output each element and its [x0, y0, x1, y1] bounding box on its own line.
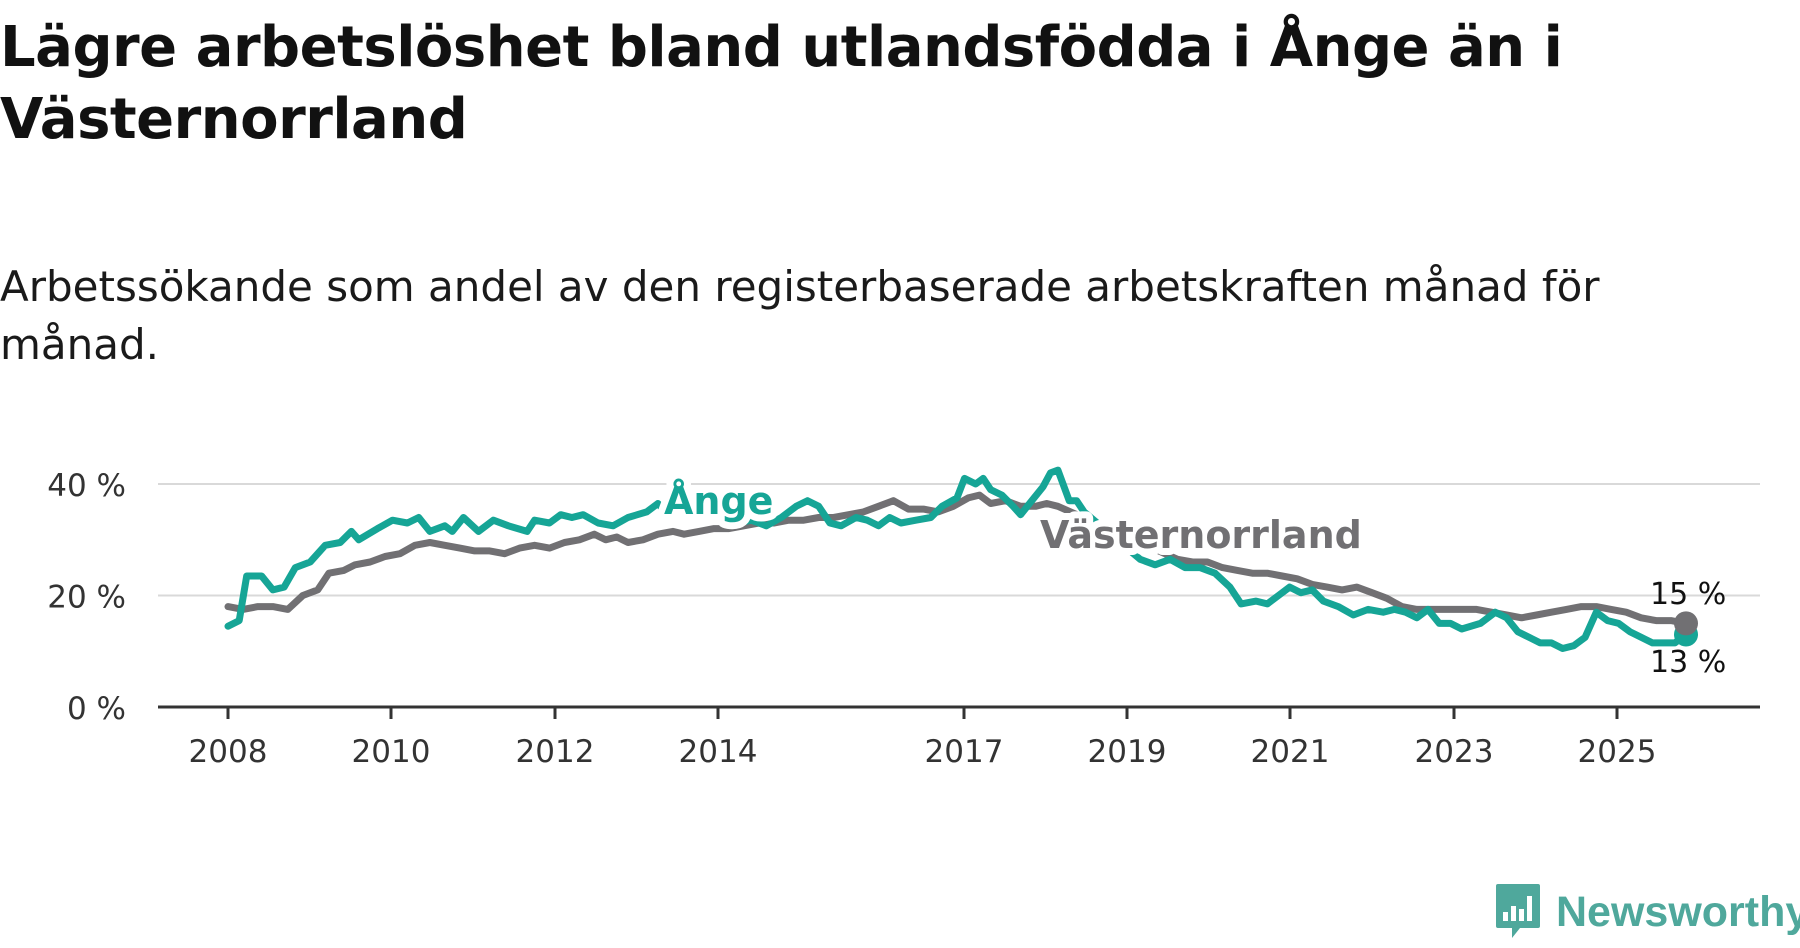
- chart-title: Lägre arbetslöshet bland utlandsfödda i …: [0, 15, 1563, 152]
- x-tick-label: 2012: [516, 734, 595, 770]
- axes: [158, 705, 1760, 719]
- x-tick-label: 2023: [1415, 734, 1494, 770]
- series-lines: [224, 466, 1698, 652]
- brand-name: Newsworthy: [1556, 887, 1800, 936]
- series-label-vasternorrland: Västernorrland: [1040, 513, 1362, 557]
- series-label-vasternorrland-halo: Västernorrland: [1040, 513, 1362, 557]
- x-tick-label: 2008: [189, 734, 268, 770]
- x-tick-label: 2010: [352, 734, 431, 770]
- y-tick-label: 0 %: [67, 691, 126, 727]
- labels: 0 % 20 % 40 % 2008 2010 2012 2014 2017 2019 2021 2…: [47, 468, 1726, 770]
- chart-subtitle: Arbetssökande som andel av den registerb…: [0, 262, 1600, 369]
- x-tick-label: 2021: [1251, 734, 1330, 770]
- y-tick-label: 40 %: [47, 468, 126, 504]
- series-line-ange: [224, 466, 1690, 652]
- brand-logo[interactable]: Newsworthy: [1494, 882, 1800, 942]
- x-tick-label: 2014: [679, 734, 758, 770]
- series-label-ange-halo: Ånge: [664, 479, 773, 523]
- x-tick-label: 2019: [1088, 734, 1167, 770]
- x-tick-label: 2017: [925, 734, 1004, 770]
- x-tick-label: 2025: [1578, 734, 1657, 770]
- end-label-ange: 13 %: [1650, 645, 1726, 680]
- series-line-vasternorrland: [224, 491, 1690, 627]
- y-tick-label: 20 %: [47, 580, 126, 616]
- newsworthy-logo-icon: [1496, 884, 1540, 938]
- end-label-vasternorrland: 15 %: [1650, 577, 1726, 612]
- series-label-ange: Ånge: [664, 479, 773, 523]
- end-marker-vasternorrland: [1674, 611, 1698, 636]
